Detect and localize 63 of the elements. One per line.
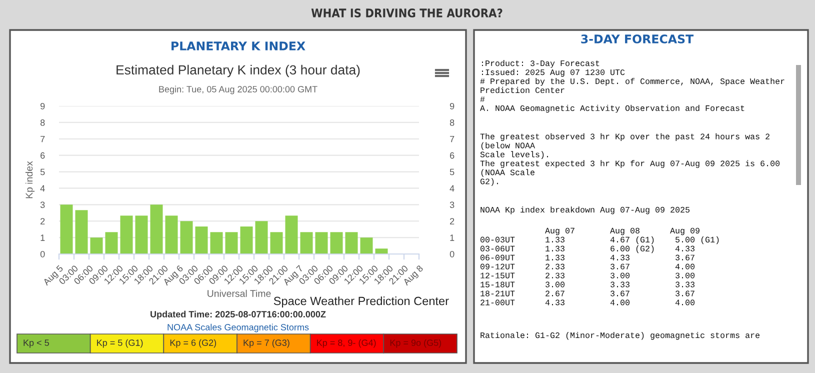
bar	[225, 232, 238, 254]
bar	[180, 221, 193, 254]
y2-tick-label: 6	[450, 152, 454, 159]
text: WHAT IS DRIVING THE AURORA?	[311, 8, 502, 18]
text: Kp = 9o (G5)	[390, 339, 442, 348]
bar	[105, 232, 118, 254]
x-axis-title: Universal Time	[208, 290, 271, 297]
y-tick-label: 0	[40, 250, 45, 258]
y-tick-label: 9	[40, 102, 45, 110]
bar	[75, 210, 88, 254]
bar	[375, 248, 388, 254]
bar	[315, 232, 328, 254]
bar	[60, 204, 73, 254]
y2-tick-label: 7	[450, 136, 454, 142]
bar	[300, 232, 313, 254]
text: 3-DAY FORECAST	[581, 34, 694, 44]
y-tick-label: 1	[40, 234, 45, 241]
y-tick-label: 7	[40, 136, 45, 142]
y-tick-label: 3	[40, 202, 45, 208]
y-tick-label: 6	[40, 152, 45, 159]
text: Kp = 8, 9- (G4)	[317, 339, 376, 348]
y-axis-title: Kp index	[25, 161, 35, 198]
text: Space Weather Prediction Center	[274, 296, 449, 308]
bar	[195, 226, 208, 254]
y2-tick-label: 5	[450, 168, 454, 176]
bar	[270, 232, 283, 254]
text: NOAA Scales Geomagnetic Storms	[168, 324, 309, 332]
text: Kp = 5 (G1)	[97, 339, 143, 348]
bar	[210, 232, 223, 254]
bar	[240, 226, 253, 254]
y2-tick-label: 4	[450, 185, 454, 192]
bar	[150, 204, 163, 254]
text: Updated Time: 2025-08-07T16:00:00.000Z	[150, 310, 326, 320]
y2-tick-label: 2	[450, 218, 454, 224]
y2-tick-label: 9	[450, 102, 454, 110]
y2-tick-label: 1	[450, 234, 454, 241]
y2-tick-label: 8	[450, 119, 454, 126]
text: The greatest observed 3 hr Kp over the past 24 hours was 2 (below NOAA Scale levels). The greatest expected 3 hr Kp for Aug 07-Aug 09 2025 is 6.00 (NOAA Scale G2).	[480, 133, 780, 186]
bar	[90, 238, 103, 254]
text: Aug 07 Aug 08 Aug 09 00-03UT 1.33 4.67 (G1) 5.00 (G1) 03-06UT 1.33 6.00 (G2) 4.33 06-09UT 1.33 4.33 3.67 09-12UT 2.33 3.67 4.00 12-15UT 2.33 3.00 3.00 15-18UT 3.00 3.33 3.33 18-21UT 2.67 3.67 3.67 21-00UT 4.33 4.00 4.00	[480, 228, 719, 306]
text: Kp < 5	[24, 340, 49, 348]
text: :Product: 3-Day Forecast :Issued: 2025 Aug 07 1230 UTC # Prepared by the U.S. Dept. of Commerce, NOAA, Space Weather Prediction Center # A. NOAA Geomagnetic Activity Observation and Forecast	[480, 60, 784, 113]
text: Rationale: G1-G2 (Minor-Moderate) geomagnetic storms are	[480, 332, 760, 340]
y2-tick-label: 0	[450, 250, 454, 258]
text: PLANETARY K INDEX	[172, 42, 306, 50]
chart-title: Estimated Planetary K index (3 hour data)	[116, 64, 360, 78]
bar	[165, 216, 178, 254]
y-tick-label: 8	[40, 119, 45, 126]
bar	[360, 238, 373, 254]
text: Kp = 6 (G2)	[170, 339, 216, 348]
y-tick-label: 5	[40, 168, 45, 176]
y-tick-label: 4	[40, 185, 45, 192]
y2-tick-label: 3	[450, 202, 454, 208]
bar	[345, 232, 358, 254]
bar	[255, 221, 268, 254]
bar	[330, 232, 343, 254]
text: NOAA Kp index breakdown Aug 07-Aug 09 2025	[480, 206, 690, 214]
text: Kp = 7 (G3)	[244, 339, 290, 348]
y-tick-label: 2	[40, 218, 45, 224]
chart-subtitle: Begin: Tue, 05 Aug 2025 00:00:00 GMT	[159, 86, 318, 94]
bar	[120, 216, 133, 254]
bar	[285, 216, 298, 254]
bar	[135, 216, 148, 254]
